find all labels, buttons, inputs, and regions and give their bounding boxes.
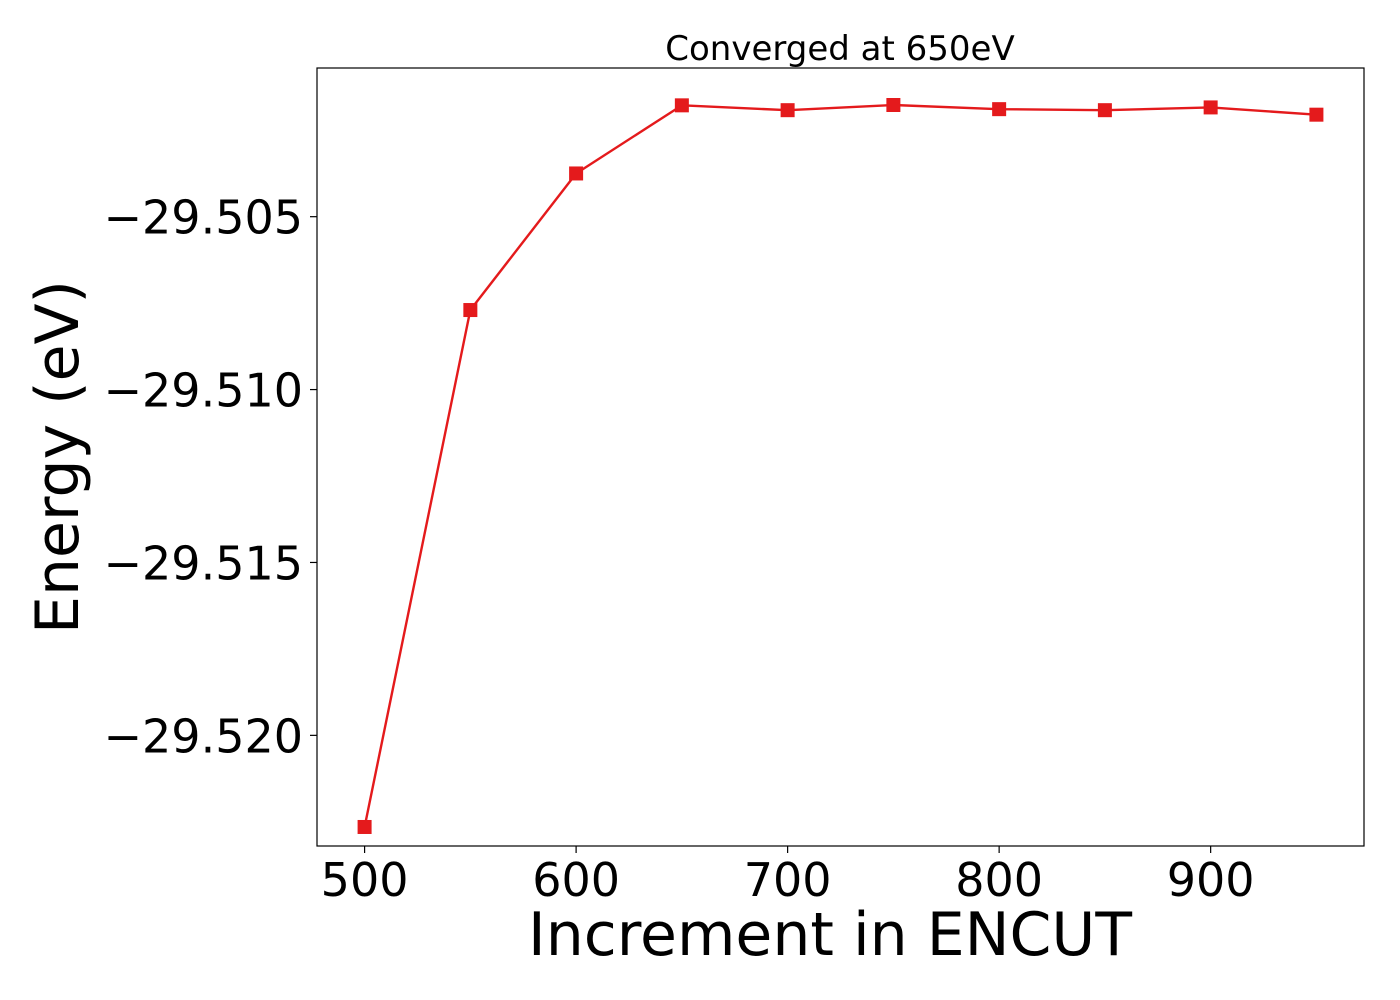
plot-area-frame (316, 67, 1365, 847)
data-point-marker (1203, 100, 1218, 115)
y-tick-label: −29.505 (104, 191, 304, 245)
series-layer (357, 98, 1324, 834)
data-point-marker (886, 98, 901, 112)
x-axis-ticks: 500 600 700 800 900 (321, 846, 1255, 907)
y-tick-label: −29.510 (104, 364, 304, 418)
x-tick-label: 800 (955, 853, 1043, 907)
y-tick-label: −29.520 (104, 709, 304, 763)
data-point-marker (357, 819, 372, 834)
data-point-marker (780, 103, 795, 118)
x-tick-label: 500 (321, 853, 409, 907)
series-line (363, 103, 1317, 828)
x-tick-label: 700 (744, 853, 832, 907)
y-axis-ticks: −29.505 −29.510 −29.515 −29.520 (104, 191, 317, 763)
x-axis-label: Increment in ENCUT (528, 900, 1132, 970)
data-point-marker (569, 166, 584, 181)
data-point-marker (1097, 103, 1112, 118)
y-axis-label: Energy (eV) (23, 280, 93, 634)
x-tick-label: 600 (532, 853, 620, 907)
data-point-marker (463, 303, 478, 318)
data-point-marker (1309, 107, 1324, 122)
data-point-marker (674, 98, 689, 113)
chart-title: Converged at 650eV (665, 29, 1014, 69)
data-point-marker (992, 102, 1007, 117)
x-tick-label: 900 (1167, 853, 1255, 907)
y-tick-label: −29.515 (104, 536, 304, 590)
